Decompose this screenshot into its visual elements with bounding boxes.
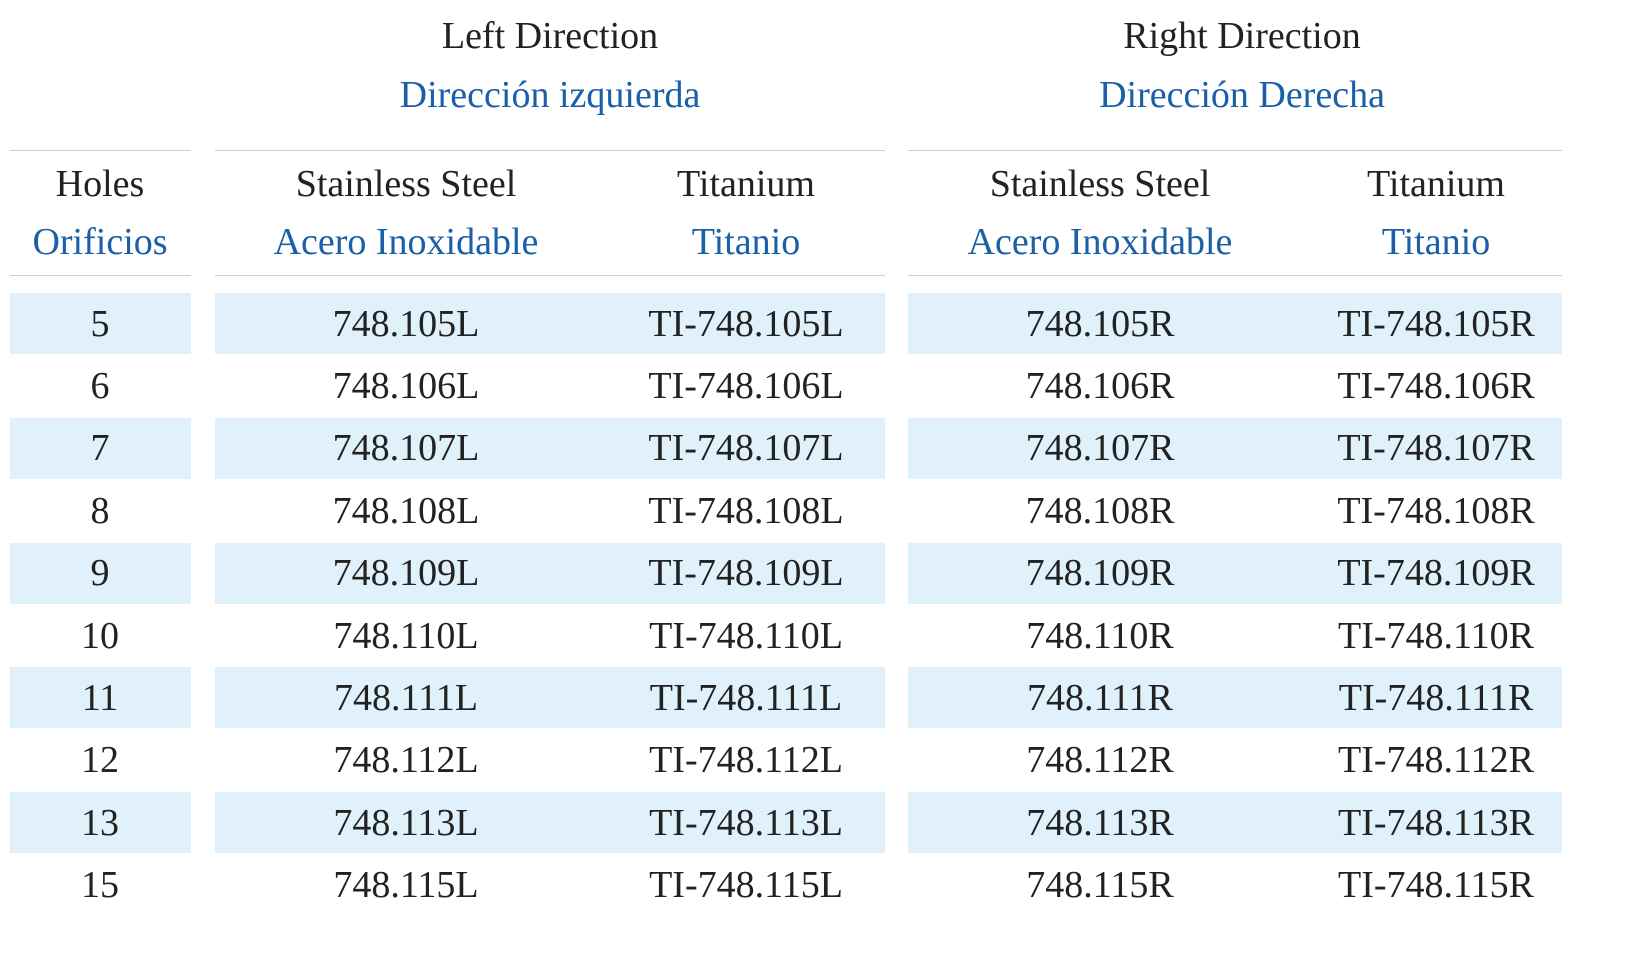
cell: 6 [90,364,110,407]
cell: 748.109R [1025,552,1175,595]
column-title: Titanium [677,163,815,205]
row-band [10,792,191,854]
cell: TI-748.112R [1338,739,1534,782]
cell: 748.107L [332,427,480,470]
cell: 748.109L [332,552,480,595]
cell: 748.106L [332,364,480,407]
row-band [10,293,191,354]
cell: TI-748.110L [649,614,843,657]
cell: 13 [81,801,119,844]
column-title: Titanium [1367,163,1505,205]
cell: TI-748.108L [648,489,844,532]
rule [10,275,191,276]
cell: 7 [90,427,110,470]
row-band [215,417,885,479]
row-band [10,667,191,729]
cell: 748.108R [1025,489,1175,532]
cell: TI-748.109R [1337,552,1535,595]
row-band [908,667,1562,729]
column-subtitle: Titanio [691,221,801,263]
cell: 10 [81,614,119,657]
row-band [215,293,885,354]
cell: TI-748.107L [648,427,844,470]
cell: TI-748.115L [649,864,843,907]
cell: 748.105L [332,302,480,345]
row-band [215,667,885,729]
cell: 748.113R [1026,801,1174,844]
cell: 5 [90,302,110,345]
cell: TI-748.113L [649,801,843,844]
cell: 748.110R [1026,614,1174,657]
cell: 8 [90,489,110,532]
row-band [908,293,1562,354]
column-title: Stainless Steel [989,163,1211,205]
cell: TI-748.112L [649,739,843,782]
rule [215,150,885,151]
rule [908,275,1562,276]
cell: TI-748.105R [1337,302,1535,345]
cell: 748.105R [1025,302,1175,345]
cell: 748.110L [333,614,479,657]
cell: TI-748.107R [1337,427,1535,470]
cell: 748.115R [1026,864,1174,907]
rule [908,150,1562,151]
cell: TI-748.105L [648,302,844,345]
cell: TI-748.115R [1338,864,1534,907]
row-band [908,417,1562,479]
cell: 748.108L [332,489,480,532]
column-subtitle: Titanio [1381,221,1491,263]
row-band [215,792,885,854]
column-subtitle: Orificios [32,221,168,263]
cell: 748.115L [333,864,479,907]
group-subtitle: Dirección izquierda [399,74,701,116]
cell: TI-748.106R [1337,364,1535,407]
cell: 15 [81,864,119,907]
column-subtitle: Acero Inoxidable [273,221,539,263]
cell: TI-748.113R [1338,801,1534,844]
row-band [10,542,191,604]
column-title: Holes [55,163,145,205]
cell: 9 [90,552,110,595]
column-subtitle: Acero Inoxidable [967,221,1233,263]
row-band [908,792,1562,854]
rule [10,150,191,151]
column-title: Stainless Steel [295,163,517,205]
cell: TI-748.110R [1338,614,1534,657]
cell: 748.112L [333,739,479,782]
cell: 748.106R [1025,364,1175,407]
cell: 748.107R [1025,427,1175,470]
cell: TI-748.106L [648,364,844,407]
cell: TI-748.111L [649,676,843,719]
row-band [215,542,885,604]
row-band [908,542,1562,604]
row-band [10,417,191,479]
group-subtitle: Dirección Derecha [1099,74,1385,116]
cell: 11 [81,676,119,719]
cell: TI-748.108R [1337,489,1535,532]
cell: TI-748.109L [648,552,844,595]
group-title: Right Direction [1123,15,1361,57]
cell: TI-748.111R [1338,676,1534,719]
cell: 748.111L [334,676,478,719]
cell: 12 [81,739,119,782]
cell: 748.112R [1026,739,1174,782]
group-title: Left Direction [441,15,659,57]
cell: 748.113L [333,801,479,844]
rule [215,275,885,276]
cell: 748.111R [1026,676,1174,719]
